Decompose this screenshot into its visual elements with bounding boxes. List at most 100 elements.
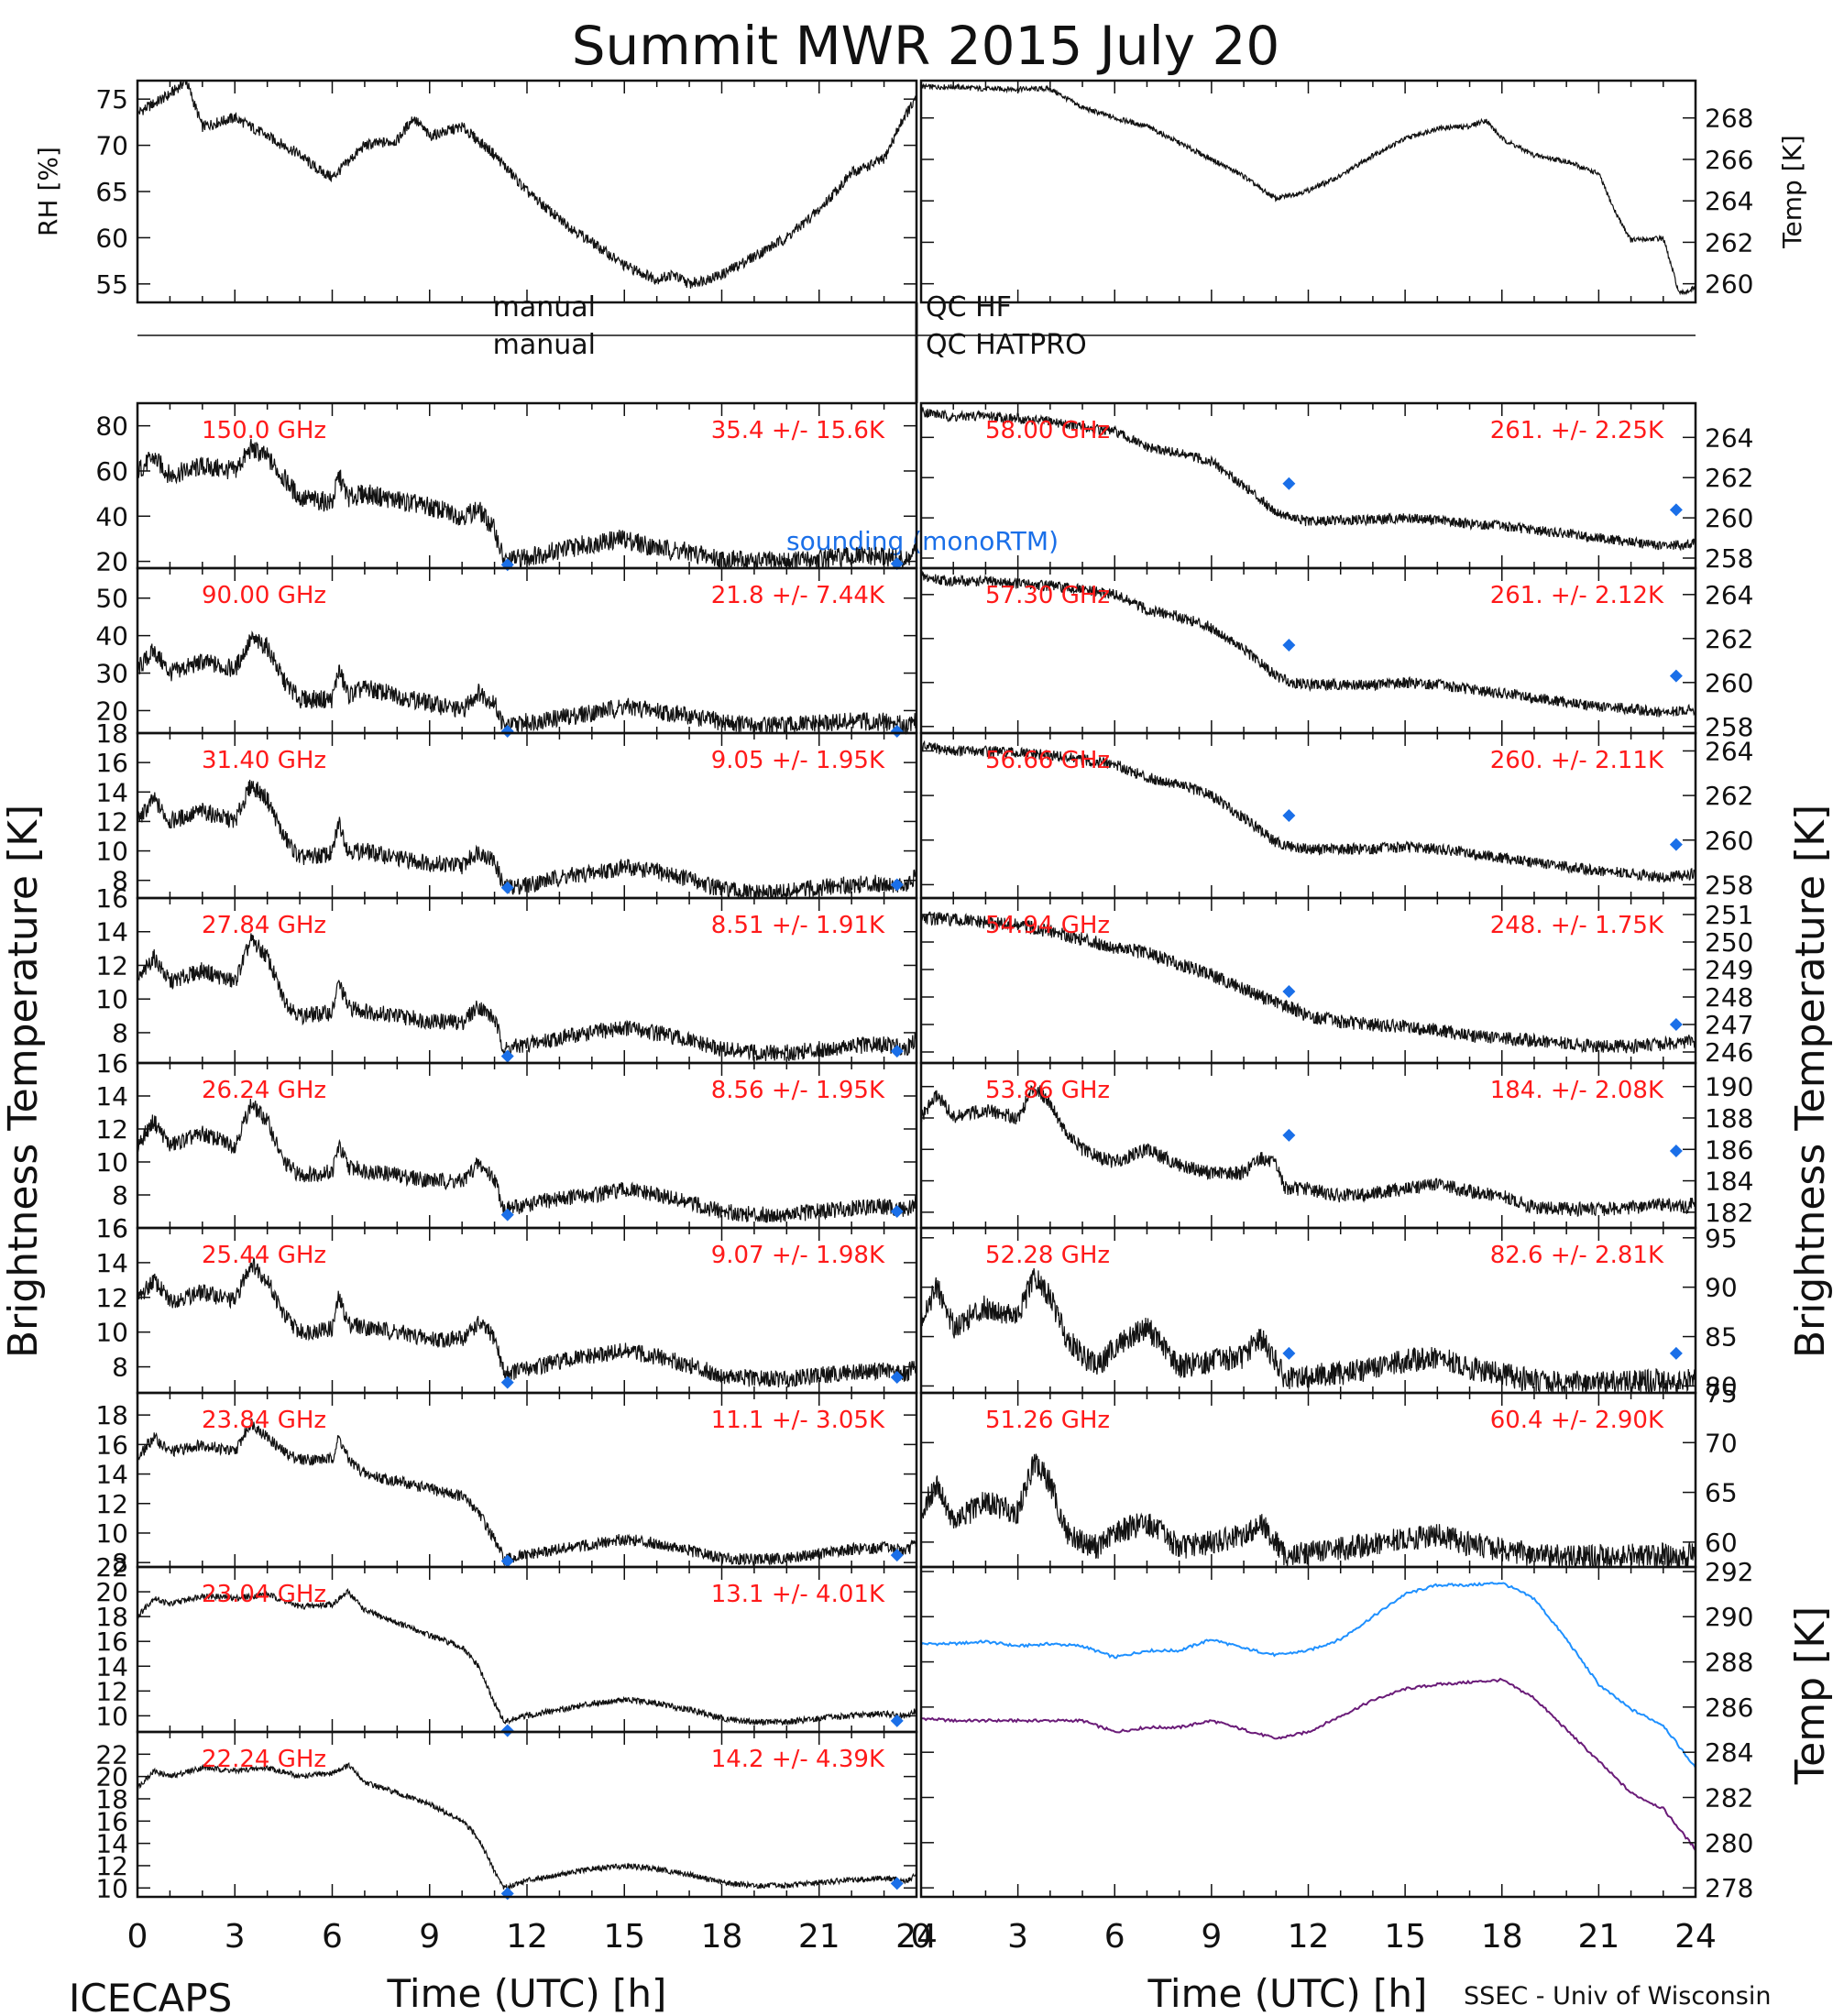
x-tick-label: 18: [1481, 1918, 1523, 1956]
y-tick-label: 65: [1705, 1478, 1738, 1508]
channel-label: 56.66 GHz: [985, 747, 1110, 774]
y-tick-label: 12: [95, 1851, 128, 1881]
footer-icecaps: ICECAPS: [69, 1976, 232, 2016]
right-x-axis-label: Time (UTC) [h]: [1147, 1971, 1428, 2016]
channel-label: 57.30 GHz: [985, 582, 1110, 609]
panel-temp: [919, 79, 1697, 304]
y-tick-label: 12: [95, 1676, 128, 1706]
y-tick-label: 14: [95, 777, 128, 807]
trace-ch26: [137, 1099, 917, 1223]
channel-stat: 21.8 +/- 7.44K: [711, 582, 885, 609]
x-tick-label: 21: [1577, 1918, 1619, 1956]
y-tick-label: 12: [95, 950, 128, 981]
channel-label: 52.28 GHz: [985, 1242, 1110, 1269]
y-tick-label: 55: [95, 269, 128, 300]
footer-credit: SSEC - Univ of Wisconsin: [1464, 1982, 1771, 2011]
y-tick-label: 10: [95, 1318, 128, 1348]
y-tick-label: 258: [1705, 870, 1753, 900]
x-tick-label: 3: [225, 1918, 246, 1956]
qc-hatpro-label: QC HATPRO: [926, 329, 1087, 361]
y-tick-label: 10: [95, 837, 128, 867]
y-tick-label: 8: [112, 1353, 128, 1383]
trace-ch31: [137, 779, 917, 900]
temp-y-axis-label: Temp [K]: [1777, 135, 1807, 249]
y-tick-label: 258: [1705, 712, 1753, 742]
sounding-marker: [1282, 809, 1296, 822]
y-tick-label: 75: [95, 84, 128, 115]
channel-stat: 60.4 +/- 2.90K: [1490, 1407, 1664, 1434]
sounding-marker: [890, 557, 904, 571]
y-tick-label: 262: [1705, 781, 1753, 811]
left-x-axis-label: Time (UTC) [h]: [387, 1971, 667, 2016]
channel-stat: 261. +/- 2.25K: [1490, 417, 1664, 444]
channel-stat: 261. +/- 2.12K: [1490, 582, 1664, 609]
channel-label: 27.84 GHz: [202, 912, 326, 939]
y-tick-label: 190: [1705, 1072, 1753, 1102]
y-tick-label: 70: [1705, 1428, 1738, 1458]
sounding-marker: [890, 878, 904, 892]
y-tick-label: 16: [95, 1430, 128, 1460]
y-tick-label: 65: [95, 177, 128, 207]
y-tick-label: 14: [95, 1460, 128, 1490]
x-tick-label: 15: [603, 1918, 645, 1956]
y-tick-label: 18: [95, 1784, 128, 1814]
y-tick-label: 16: [95, 748, 128, 778]
y-tick-label: 10: [95, 984, 128, 1014]
x-tick-label: 9: [419, 1918, 440, 1956]
trace-ch27: [137, 933, 917, 1062]
y-tick-label: 8: [112, 1548, 128, 1578]
y-tick-label: 16: [95, 1213, 128, 1244]
y-tick-label: 10: [95, 1147, 128, 1178]
y-tick-label: 18: [95, 718, 128, 749]
y-tick-label: 12: [95, 1283, 128, 1313]
panel-ch53: [919, 1061, 1697, 1230]
trace-rh: [137, 80, 917, 289]
y-tick-label: 20: [95, 547, 128, 577]
x-tick-label: 6: [1104, 1918, 1125, 1956]
channel-stat: 260. +/- 2.11K: [1490, 747, 1664, 774]
series-line-blackbody-hf: [920, 1677, 1696, 1851]
trace-ch56: [920, 740, 1696, 883]
sounding-marker: [500, 724, 514, 738]
y-tick-label: 266: [1705, 145, 1753, 175]
y-tick-label: 20: [95, 696, 128, 726]
y-tick-label: 40: [95, 621, 128, 652]
channel-label: 22.24 GHz: [202, 1746, 326, 1773]
sounding-marker: [500, 881, 514, 894]
y-tick-label: 18: [95, 1602, 128, 1632]
sounding-marker: [1669, 669, 1683, 683]
y-tick-label: 80: [95, 411, 128, 442]
figure-title: Summit MWR 2015 July 20: [572, 15, 1280, 77]
trace-ch57: [920, 570, 1696, 718]
y-tick-label: 20: [95, 1762, 128, 1792]
y-tick-label: 80: [1705, 1371, 1738, 1401]
y-tick-label: 85: [1705, 1322, 1738, 1353]
trace-ch58: [920, 407, 1696, 552]
channel-label: 90.00 GHz: [202, 582, 326, 609]
channel-stat: 35.4 +/- 15.6K: [711, 417, 885, 444]
y-tick-label: 280: [1705, 1828, 1753, 1858]
channel-label: 31.40 GHz: [202, 747, 326, 774]
y-tick-label: 264: [1705, 580, 1753, 610]
y-tick-label: 249: [1705, 955, 1753, 985]
channel-stat: 11.1 +/- 3.05K: [711, 1407, 885, 1434]
channel-stat: 8.51 +/- 1.91K: [711, 912, 885, 939]
y-tick-label: 264: [1705, 736, 1753, 766]
y-tick-label: 260: [1705, 269, 1753, 300]
channel-stat: 9.05 +/- 1.95K: [711, 747, 885, 774]
y-tick-label: 12: [95, 1489, 128, 1519]
y-tick-label: 75: [1705, 1378, 1738, 1408]
y-tick-label: 250: [1705, 927, 1753, 958]
y-tick-label: 188: [1705, 1103, 1753, 1134]
trace-ch90: [137, 630, 917, 735]
right-y-axis-label: Brightness Temperature [K]: [1787, 805, 1833, 1358]
panel-frame: [136, 79, 918, 304]
y-tick-label: 262: [1705, 227, 1753, 257]
x-tick-label: 9: [1201, 1918, 1222, 1956]
y-tick-label: 282: [1705, 1783, 1753, 1813]
y-tick-label: 14: [95, 1248, 128, 1278]
x-tick-label: 24: [895, 1918, 938, 1956]
y-tick-label: 262: [1705, 624, 1753, 654]
channel-stat: 8.56 +/- 1.95K: [711, 1077, 885, 1104]
